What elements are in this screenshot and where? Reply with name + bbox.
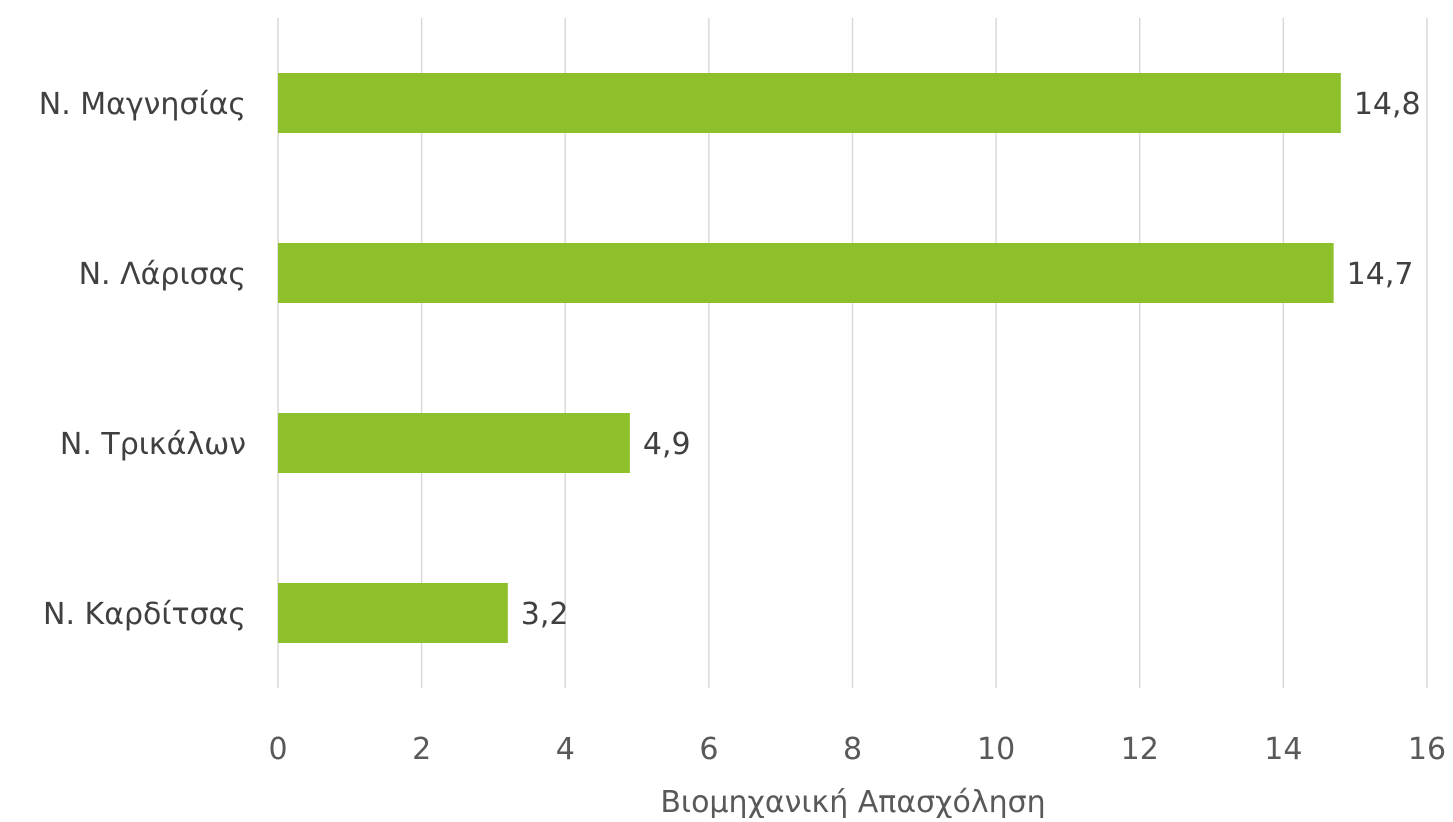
x-tick-label: 10 (977, 732, 1015, 767)
x-tick-label: 14 (1264, 732, 1302, 767)
x-tick-label: 12 (1121, 732, 1159, 767)
x-tick-label: 4 (556, 732, 575, 767)
category-label: Ν. Μαγνησίας (39, 87, 246, 122)
bar-1 (278, 73, 1341, 133)
x-tick-label: 8 (843, 732, 862, 767)
x-tick-label: 16 (1408, 732, 1446, 767)
value-label: 14,8 (1354, 87, 1421, 122)
x-tick-label: 2 (412, 732, 431, 767)
category-label: Ν. Καρδίτσας (43, 597, 246, 632)
x-tick-label: 6 (699, 732, 718, 767)
x-axis-title: Βιομηχανική Απασχόληση (660, 785, 1045, 818)
value-label: 14,7 (1347, 257, 1414, 292)
category-label: Ν. Λάρισας (79, 257, 246, 292)
x-tick-label: 0 (268, 732, 287, 767)
bar-2 (278, 243, 1334, 303)
labels: 0 2 4 6 8 10 12 14 16 Ν. Μαγνησίας 14,8 Ν. Λάρισας 1… (39, 87, 1446, 767)
value-label: 4,9 (643, 427, 691, 462)
bar-4 (278, 583, 508, 643)
bar-3 (278, 413, 630, 473)
category-label: Ν. Τρικάλων (60, 427, 246, 462)
value-label: 3,2 (521, 597, 569, 632)
bars (278, 73, 1341, 643)
